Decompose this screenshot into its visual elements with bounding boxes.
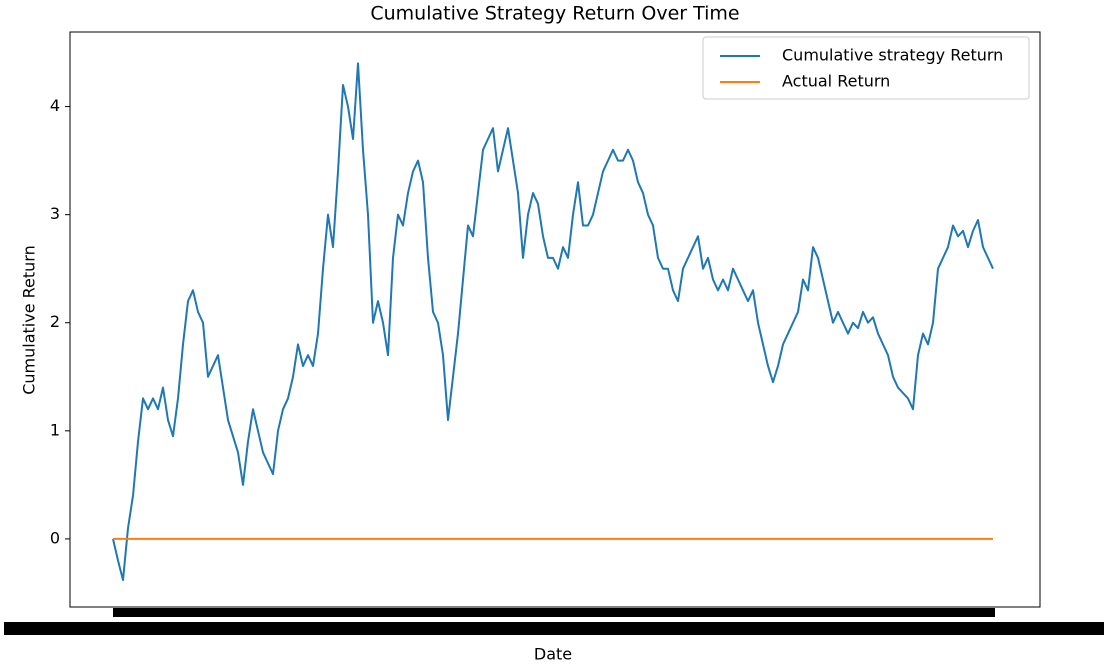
legend-box: [702, 36, 1030, 100]
y-tick-label: 1: [50, 420, 60, 439]
y-tick-label: 3: [50, 204, 60, 223]
series-line: [112, 62, 994, 581]
axes-frame: [69, 31, 1041, 608]
y-tick-label: 0: [50, 528, 60, 547]
legend-label: Cumulative strategy Return: [782, 46, 1003, 65]
y-axis-label: Cumulative Return: [20, 245, 39, 395]
plot-area: [112, 62, 994, 581]
x-tick-labels-overlapping: [4, 622, 1104, 635]
y-tick-label: 4: [50, 96, 60, 115]
chart-title: Cumulative Strategy Return Over Time: [370, 3, 739, 25]
y-tick-label: 2: [50, 312, 60, 331]
legend-label: Actual Return: [782, 72, 890, 91]
legend: Cumulative strategy Return Actual Return: [702, 36, 1030, 100]
x-axis-label: Date: [534, 645, 572, 664]
x-tick-marks-dense: [113, 608, 995, 617]
